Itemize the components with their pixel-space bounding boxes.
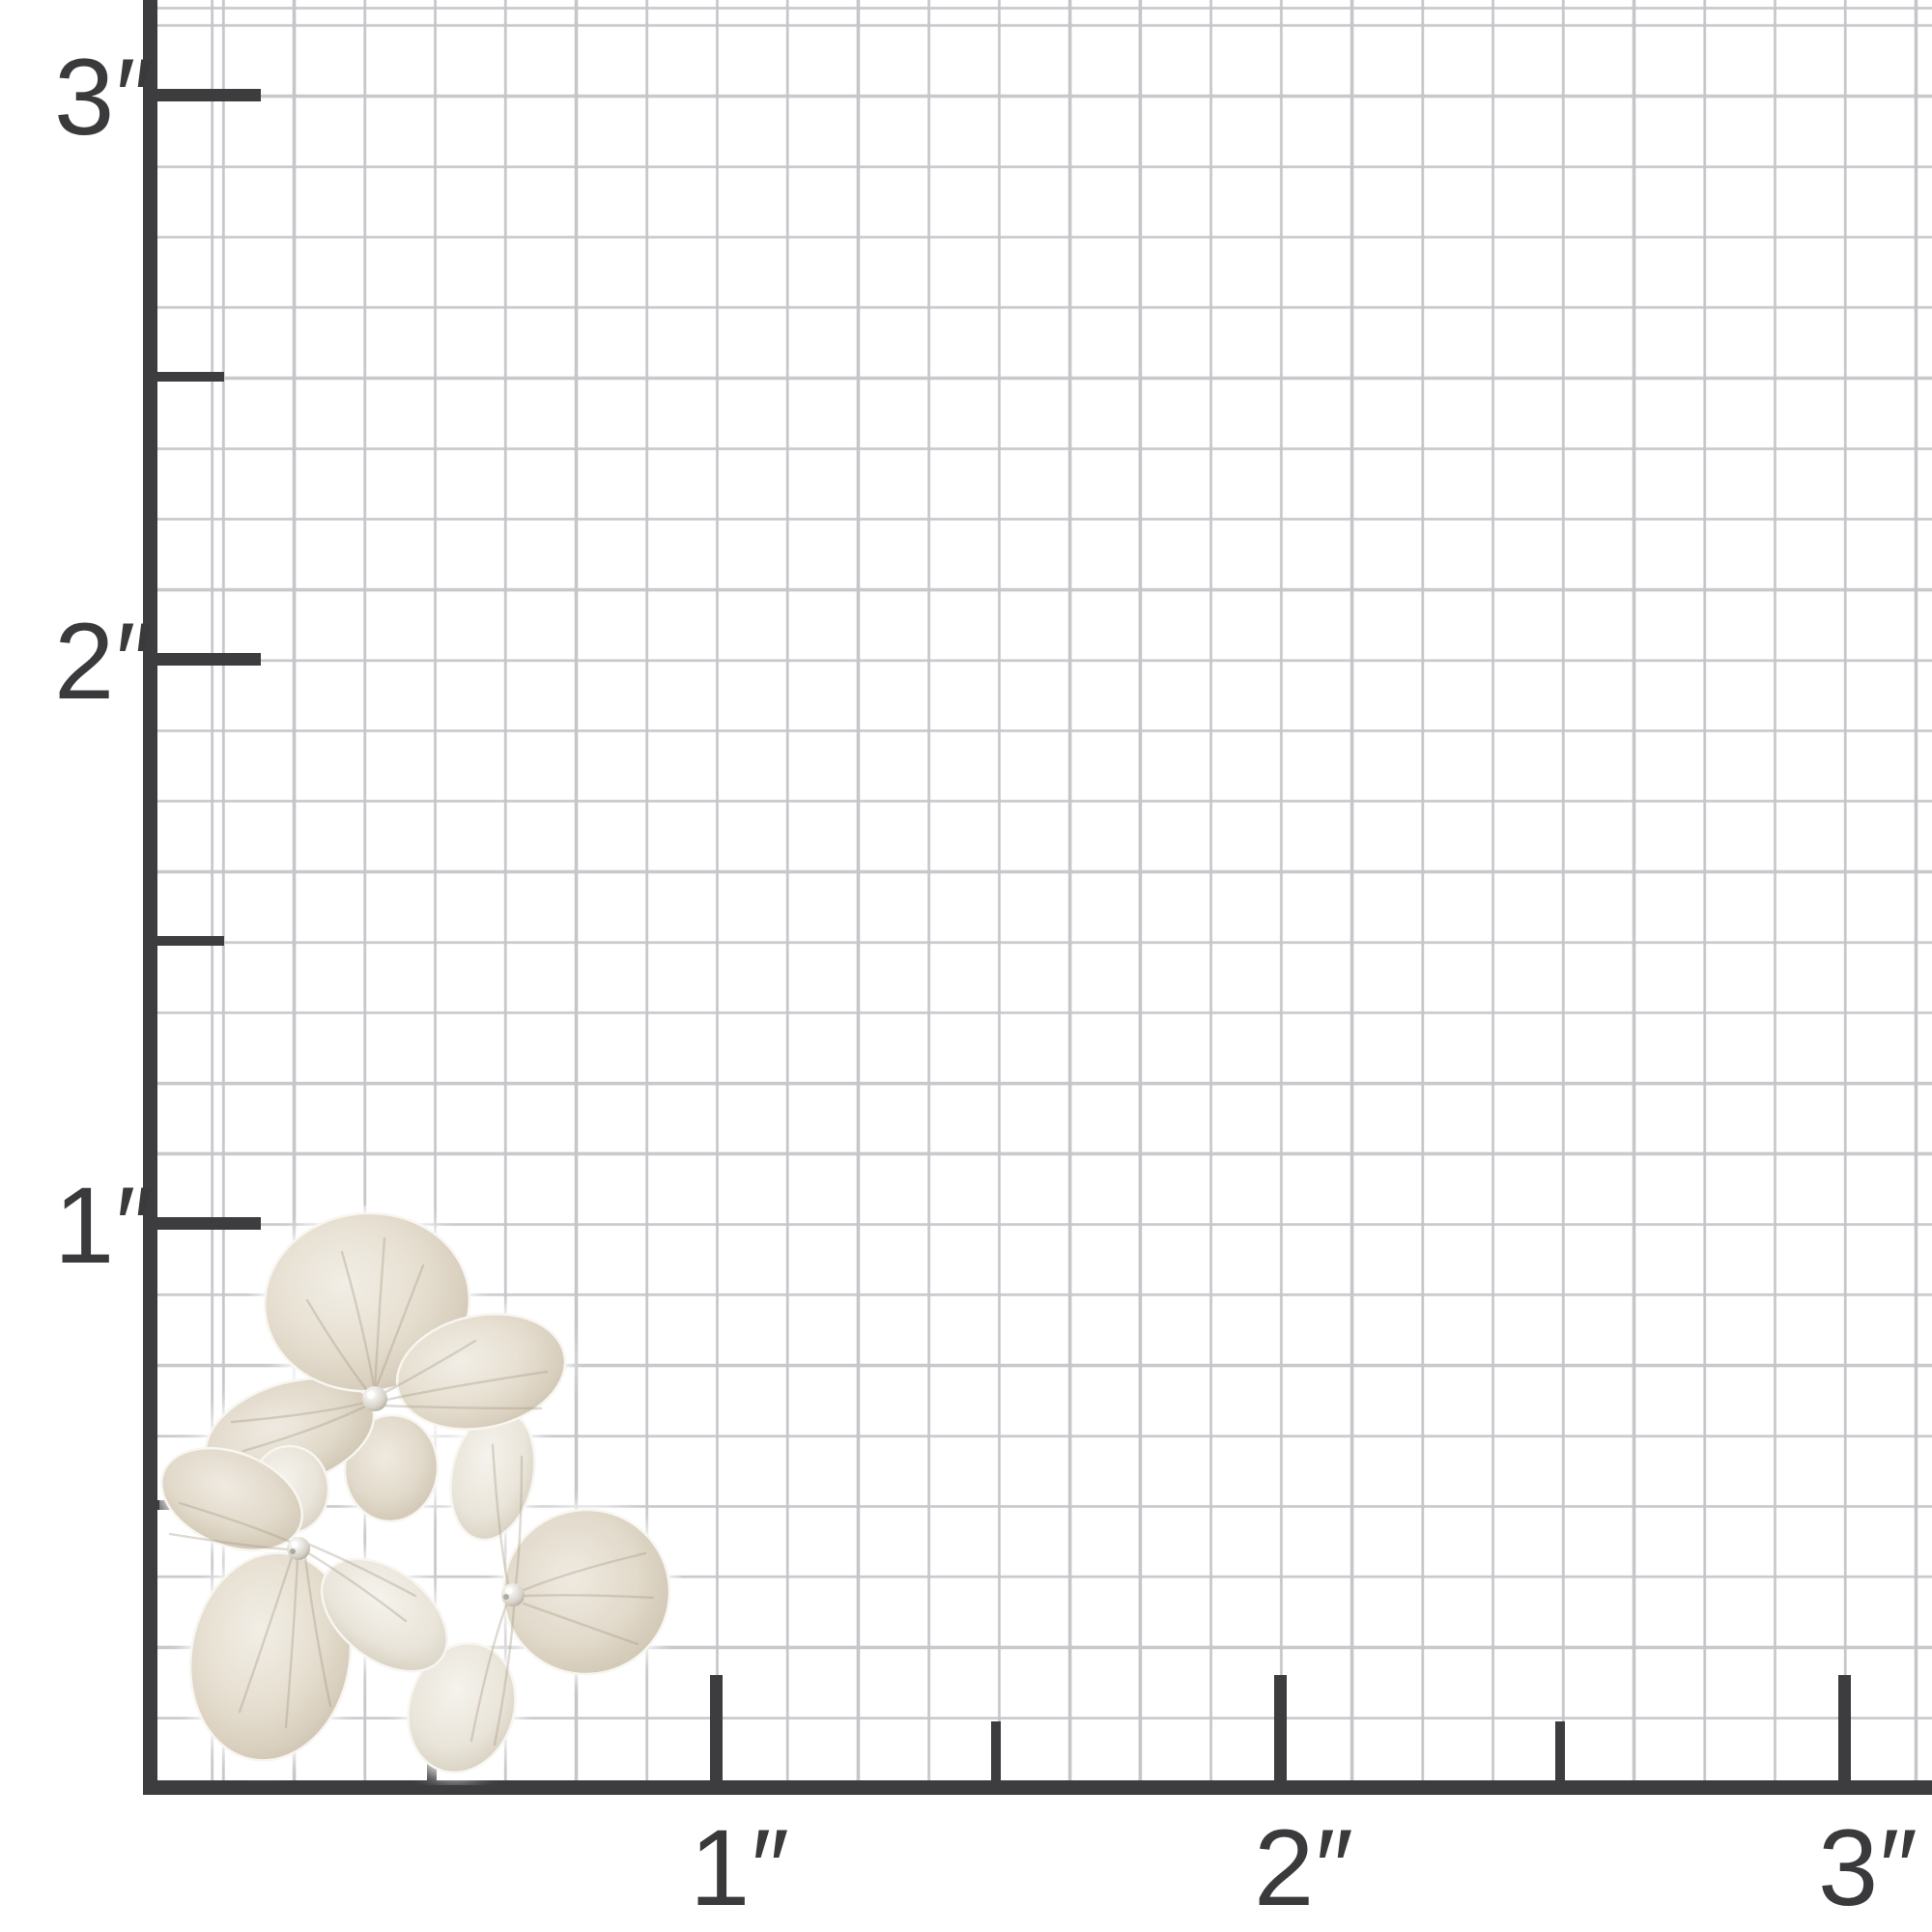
y-axis-label-2in: 2″ <box>0 608 155 716</box>
label-number: 3 <box>54 37 116 157</box>
y-axis-minor-tick-2.5in <box>157 372 224 382</box>
product-photo-hydrangea-brooch <box>159 1207 675 1778</box>
petal <box>407 1641 517 1775</box>
inch-mark: ″ <box>115 1165 155 1286</box>
label-number: 1 <box>54 1165 116 1286</box>
label-number: 1 <box>690 1807 752 1928</box>
y-axis-line <box>143 0 157 1795</box>
y-axis-label-3in: 3″ <box>0 43 155 152</box>
y-axis-label-1in: 1″ <box>0 1172 155 1280</box>
flower-top <box>204 1211 567 1523</box>
y-axis-major-tick-1in <box>157 1217 261 1230</box>
x-axis-label-1in: 1″ <box>634 1814 846 1922</box>
x-axis-major-tick-1in <box>710 1675 723 1780</box>
flower-center-bead <box>287 1537 310 1560</box>
petal <box>343 1413 440 1523</box>
x-axis-label-2in: 2″ <box>1198 1814 1410 1922</box>
y-axis-minor-tick-1.5in <box>157 936 224 946</box>
flower-center-beads <box>287 1386 525 1606</box>
petal <box>395 1313 567 1431</box>
petal <box>320 1557 449 1673</box>
y-axis-major-tick-3in <box>157 89 261 101</box>
inch-mark: ″ <box>1315 1807 1354 1928</box>
petal <box>501 1508 671 1676</box>
flower-left <box>160 1444 449 1762</box>
label-number: 3 <box>1818 1807 1880 1928</box>
label-number: 2 <box>1254 1807 1316 1928</box>
petal-veins <box>168 1236 655 1747</box>
x-axis-label-3in: 3″ <box>1762 1814 1932 1922</box>
x-axis-line <box>143 1780 1932 1795</box>
x-axis-minor-tick-2.5in <box>1555 1721 1565 1780</box>
label-number: 2 <box>54 601 116 722</box>
flower-center-bead <box>362 1386 387 1411</box>
y-axis-major-tick-2in <box>157 653 261 666</box>
inch-mark: ″ <box>115 601 155 722</box>
flower-right <box>407 1408 671 1775</box>
x-axis-minor-tick-1.5in <box>991 1721 1001 1780</box>
x-axis-major-tick-2in <box>1274 1675 1287 1780</box>
petal <box>160 1446 303 1552</box>
inch-mark: ″ <box>115 37 155 157</box>
x-axis-major-tick-3in <box>1838 1675 1851 1780</box>
inch-mark: ″ <box>751 1807 790 1928</box>
inch-mark: ″ <box>1879 1807 1918 1928</box>
